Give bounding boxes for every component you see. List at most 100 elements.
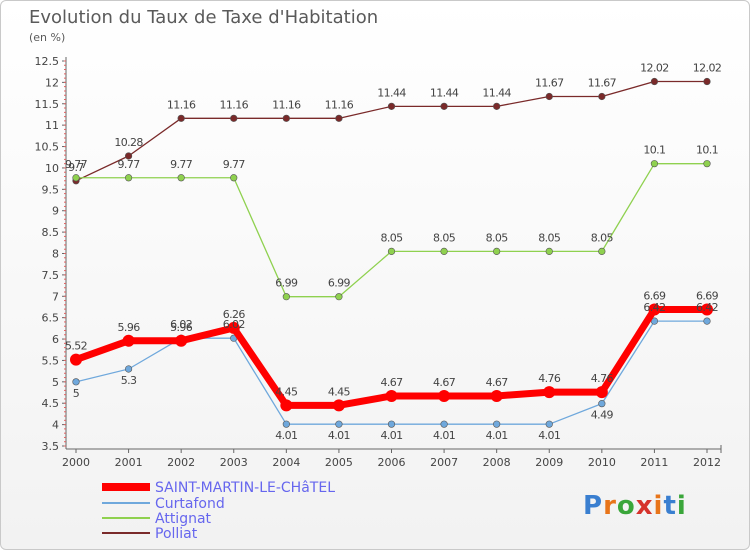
data-label: 6.42 xyxy=(696,301,718,314)
data-point xyxy=(598,92,606,101)
data-point xyxy=(493,102,501,110)
data-point xyxy=(282,420,290,428)
y-tick-label: 7 xyxy=(52,290,59,303)
data-point xyxy=(490,389,503,402)
data-point xyxy=(177,174,185,182)
y-tick-label: 6.5 xyxy=(42,312,60,325)
data-point xyxy=(648,303,661,316)
data-label: 11.67 xyxy=(588,77,617,90)
data-point xyxy=(545,92,553,101)
data-point xyxy=(545,420,553,428)
data-label: 6.02 xyxy=(223,318,245,331)
data-label: 9.77 xyxy=(170,158,193,171)
legend-label: SAINT-MARTIN-LE-CHâTEL xyxy=(155,480,335,496)
data-point xyxy=(72,378,80,386)
data-label: 4.45 xyxy=(328,385,351,398)
data-label: 6.99 xyxy=(275,277,298,290)
x-tick-label: 2011 xyxy=(640,456,668,469)
data-label: 11.44 xyxy=(430,86,459,99)
y-tick-label: 10.5 xyxy=(35,141,60,154)
y-tick-label: 10 xyxy=(45,162,59,175)
x-tick-label: 2007 xyxy=(430,456,458,469)
data-point xyxy=(124,174,133,182)
data-point xyxy=(282,114,290,122)
data-label: 11.44 xyxy=(377,86,406,99)
logo-letter: P xyxy=(583,491,604,521)
data-point xyxy=(703,77,711,86)
data-point xyxy=(440,102,448,110)
data-label: 4.67 xyxy=(433,376,456,389)
data-label: 9.77 xyxy=(65,158,88,171)
y-tick-label: 4 xyxy=(52,419,59,432)
data-label: 5.96 xyxy=(170,321,193,334)
y-tick-label: 11.5 xyxy=(35,98,60,111)
y-tick-label: 11 xyxy=(45,119,59,132)
legend-label: Attignat xyxy=(155,511,212,527)
x-tick-label: 2012 xyxy=(693,456,721,469)
y-tick-label: 12 xyxy=(45,76,59,89)
y-tick-label: 3.5 xyxy=(42,440,60,453)
data-label: 9.77 xyxy=(223,158,246,171)
data-point xyxy=(335,293,343,301)
y-tick-label: 6 xyxy=(52,333,59,346)
data-point xyxy=(543,386,556,399)
data-label: 4.76 xyxy=(538,372,561,385)
data-point xyxy=(650,77,659,86)
data-label: 4.01 xyxy=(380,429,402,442)
x-tick-label: 2010 xyxy=(588,456,616,469)
logo-letter: r xyxy=(603,491,617,521)
data-label: 11.67 xyxy=(535,77,564,90)
logo-letter: i xyxy=(676,491,687,521)
y-tick-label: 5.5 xyxy=(42,354,60,367)
data-point xyxy=(493,247,501,255)
data-label: 8.05 xyxy=(538,231,561,244)
data-label: 4.67 xyxy=(380,376,403,389)
chart-title: Evolution du Taux de Taxe d'Habitation xyxy=(29,7,379,28)
x-tick-label: 2004 xyxy=(272,456,300,469)
data-point xyxy=(227,321,240,334)
legend-label: Curtafond xyxy=(155,496,225,512)
data-label: 9.7 xyxy=(68,161,84,174)
data-point xyxy=(124,365,133,373)
data-label: 4.01 xyxy=(275,429,297,442)
data-point xyxy=(70,353,82,366)
data-label: 10.28 xyxy=(114,136,143,149)
data-label: 4.01 xyxy=(538,429,560,442)
data-point xyxy=(72,174,80,182)
data-point xyxy=(230,174,238,182)
x-tick-label: 2009 xyxy=(535,456,563,469)
data-point xyxy=(175,334,188,347)
data-label: 6.69 xyxy=(696,290,719,303)
data-point xyxy=(650,160,659,168)
logo-letter: t xyxy=(663,491,677,521)
data-label: 12.02 xyxy=(693,62,722,75)
data-label: 10.1 xyxy=(696,144,718,157)
y-tick-label: 9.5 xyxy=(42,183,60,196)
data-label: 6.26 xyxy=(223,308,246,321)
y-tick-label: 8 xyxy=(52,248,59,261)
data-label: 11.44 xyxy=(482,86,511,99)
x-tick-label: 2001 xyxy=(115,456,143,469)
data-label: 4.76 xyxy=(591,372,614,385)
data-label: 5 xyxy=(73,387,80,400)
data-point xyxy=(387,420,396,428)
chart-subtitle: (en %) xyxy=(29,31,66,44)
data-label: 11.16 xyxy=(272,98,301,111)
data-label: 8.05 xyxy=(591,231,614,244)
logo-letter: o xyxy=(616,491,636,521)
series-line xyxy=(76,163,707,298)
y-tick-label: 12.5 xyxy=(35,55,60,68)
data-label: 5.3 xyxy=(121,374,137,387)
data-point xyxy=(124,152,133,160)
logo-letter: i xyxy=(653,491,664,521)
data-label: 6.99 xyxy=(328,277,351,290)
data-label: 6.42 xyxy=(643,301,665,314)
x-tick-label: 2008 xyxy=(483,456,511,469)
proxiti-logo: Proxiti xyxy=(583,491,687,521)
x-tick-label: 2000 xyxy=(62,456,90,469)
x-tick-label: 2002 xyxy=(167,456,195,469)
y-tick-label: 9 xyxy=(52,205,59,218)
logo-letter: x xyxy=(635,491,654,521)
